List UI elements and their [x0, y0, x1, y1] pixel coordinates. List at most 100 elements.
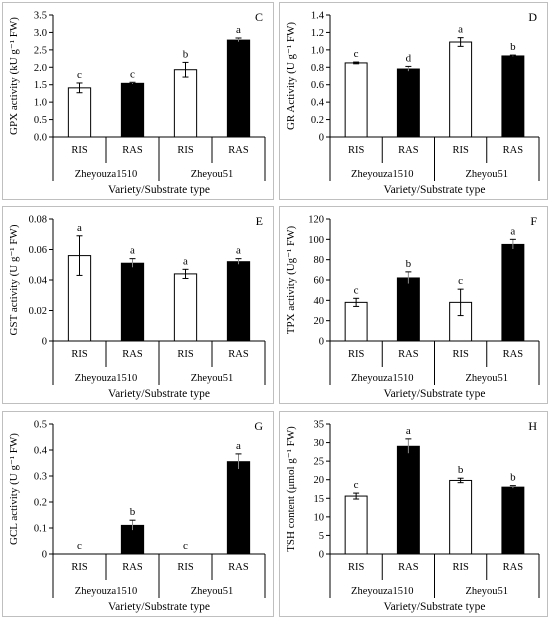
y-tick-label: 0.4 [311, 98, 325, 109]
panel-gpx: 0.0 0.5 1.0 1.5 2.0 2.5 3.0 3.5 c RIS c RAS b RIS a RAS… [2, 2, 274, 200]
category-label: RAS [503, 349, 524, 360]
bar [501, 55, 525, 138]
y-tick-label: 1.5 [34, 80, 47, 91]
category-label: RAS [122, 349, 143, 360]
y-tick-label: 10 [314, 512, 325, 523]
category-label: RAS [122, 145, 143, 156]
group-label: Zheyouza1510 [351, 169, 413, 180]
significance-letter: a [236, 440, 241, 452]
significance-letter: a [510, 225, 515, 237]
panel-letter: H [528, 419, 537, 433]
group-label: Zheyou51 [465, 373, 508, 384]
x-axis-title: Variety/Substrate type [384, 601, 486, 613]
category-label: RAS [228, 562, 249, 573]
panel-letter: G [254, 419, 263, 433]
y-tick-label: 3.0 [34, 28, 47, 39]
significance-letter: a [130, 245, 135, 257]
y-axis-title: GST activity (U g⁻¹ FW) [8, 224, 20, 335]
significance-letter: b [458, 464, 464, 476]
category-label: RIS [177, 145, 194, 156]
significance-letter: b [406, 258, 412, 270]
category-label: RIS [71, 562, 88, 573]
y-tick-label: 0.3 [34, 472, 47, 483]
significance-letter: a [183, 255, 188, 267]
significance-letter: a [406, 425, 411, 437]
y-tick-label: 0.04 [29, 276, 48, 287]
group-label: Zheyouza1510 [351, 373, 413, 384]
bar [449, 479, 473, 555]
y-tick-label: 0.6 [311, 80, 324, 91]
bar-chart: 0 0.2 0.4 0.6 0.8 1.0 1.2 1.4 c RIS d RAS a RIS b RAS Zh… [285, 10, 540, 196]
category-label: RAS [122, 562, 143, 573]
group-label: Zheyouza1510 [75, 373, 137, 384]
bar [226, 39, 251, 138]
y-tick-label: 0 [319, 133, 324, 144]
y-tick-label: 20 [314, 475, 325, 486]
x-axis-title: Variety/Substrate type [108, 601, 210, 613]
category-label: RAS [228, 349, 249, 360]
bar [173, 69, 198, 138]
category-label: RAS [398, 145, 419, 156]
y-tick-label: 100 [308, 235, 324, 246]
category-label: RIS [348, 349, 365, 360]
bar-chart: 0.0 0.5 1.0 1.5 2.0 2.5 3.0 3.5 c RIS c RAS b RIS a RAS… [8, 10, 266, 196]
x-axis-title: Variety/Substrate type [108, 388, 210, 400]
significance-letter: b [510, 472, 516, 484]
y-axis-title: GCL activity (U g⁻¹ FW) [8, 433, 20, 545]
significance-letter: b [130, 506, 136, 518]
bar [344, 62, 368, 138]
y-tick-label: 1.0 [34, 98, 47, 109]
y-tick-label: 1.0 [311, 45, 324, 56]
group-label: Zheyou51 [191, 586, 234, 597]
category-label: RIS [348, 145, 365, 156]
category-label: RIS [71, 349, 88, 360]
y-tick-label: 1.2 [311, 28, 324, 39]
y-tick-label: 15 [314, 494, 325, 505]
bar-chart: 0 0.02 0.04 0.06 0.08 a RIS a RAS a RIS a RAS Zheyouz… [8, 214, 266, 400]
bar [120, 82, 145, 138]
bar [67, 87, 92, 138]
y-tick-label: 0.2 [311, 115, 324, 126]
bar [501, 486, 525, 555]
panel-tpx: 0 20 40 60 80 100 120 c RIS b RAS c RIS a RAS Zheyouza1… [279, 206, 548, 404]
group-label: Zheyouza1510 [75, 169, 137, 180]
significance-letter: a [236, 24, 241, 36]
y-tick-label: 0 [42, 550, 47, 561]
y-axis-title: GR Activity (U g⁻¹ FW) [285, 22, 297, 130]
category-label: RAS [398, 562, 419, 573]
y-tick-label: 5 [319, 531, 324, 542]
bar-chart: 0 0.1 0.2 0.3 0.4 0.5 c RIS b RAS c RIS a RAS Zheyouza… [8, 419, 266, 613]
category-label: RAS [398, 349, 419, 360]
bar [396, 445, 420, 555]
y-tick-label: 20 [314, 316, 325, 327]
significance-letter: c [130, 68, 135, 80]
y-tick-label: 120 [308, 215, 324, 226]
group-label: Zheyou51 [465, 586, 508, 597]
y-tick-label: 0 [319, 337, 324, 348]
panel-tsh: 0 5 10 15 20 25 30 35 c RIS a RAS b RIS b RAS Zheyouza15… [279, 411, 548, 617]
y-axis-title: GPX activity (kU g⁻¹ FW) [8, 17, 20, 135]
significance-letter: c [183, 540, 188, 552]
x-axis-title: Variety/Substrate type [384, 184, 486, 196]
y-tick-label: 1.4 [311, 11, 325, 22]
significance-letter: c [77, 69, 82, 81]
significance-letter: a [458, 24, 463, 36]
y-tick-label: 40 [314, 296, 325, 307]
y-tick-label: 0.4 [34, 446, 48, 457]
y-tick-label: 0.5 [34, 420, 47, 431]
y-tick-label: 3.5 [34, 11, 47, 22]
y-tick-label: 0 [319, 550, 324, 561]
significance-letter: b [510, 41, 516, 53]
x-axis-title: Variety/Substrate type [108, 184, 210, 196]
y-tick-label: 0.5 [34, 115, 47, 126]
bar [344, 301, 368, 342]
panel-gcl: 0 0.1 0.2 0.3 0.4 0.5 c RIS b RAS c RIS a RAS Zheyouza… [2, 411, 274, 617]
category-label: RIS [452, 145, 469, 156]
y-tick-label: 0.02 [29, 306, 47, 317]
bar [501, 243, 525, 342]
significance-letter: c [77, 540, 82, 552]
significance-letter: a [77, 222, 82, 234]
bar [226, 461, 251, 555]
bar [396, 277, 420, 342]
group-label: Zheyouza1510 [351, 586, 413, 597]
